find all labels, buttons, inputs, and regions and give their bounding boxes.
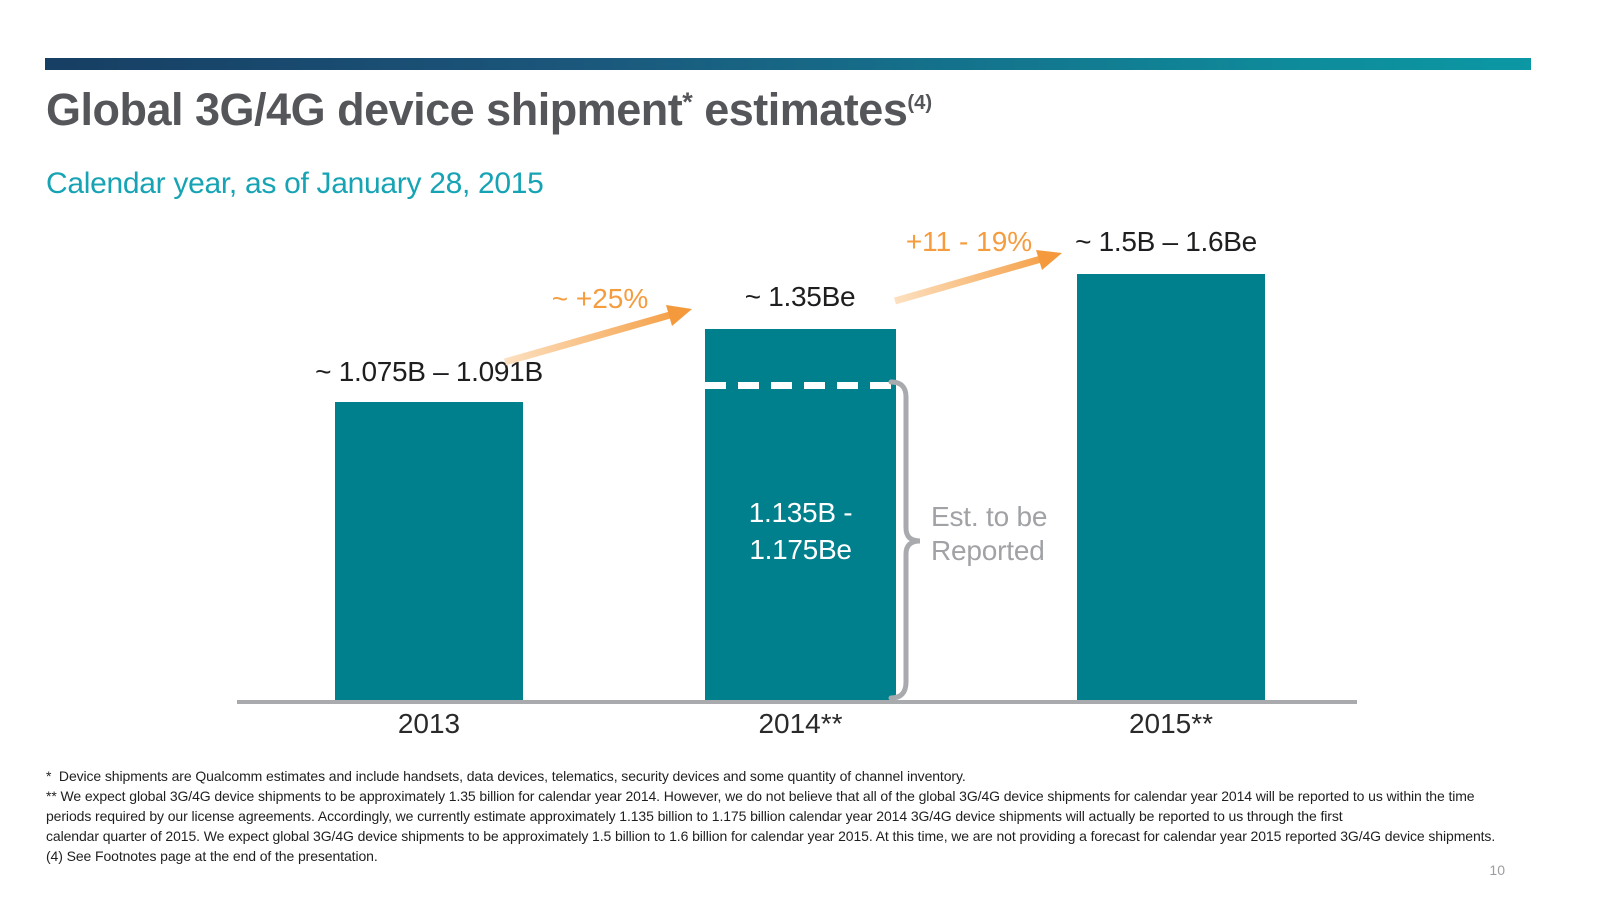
- footnote-line: ** We expect global 3G/4G device shipmen…: [46, 788, 1475, 804]
- bar-2014: [705, 329, 896, 700]
- growth-label-2013-2014: ~ +25%: [551, 283, 649, 314]
- dashed-divider: [705, 382, 896, 389]
- footnote-line: periods required by our license agreemen…: [46, 808, 1343, 824]
- bar-2013: [335, 402, 523, 700]
- header-gradient-rule: [45, 58, 1531, 70]
- footnote-line: (4) See Footnotes page at the end of the…: [46, 848, 378, 864]
- note-line-2: Reported: [931, 535, 1045, 566]
- value-label-2014: ~ 1.35Be: [744, 281, 856, 312]
- value-label-2013: ~ 1.075B – 1.091B: [315, 356, 543, 387]
- bar-2015: [1077, 274, 1265, 700]
- footnotes-block: * Device shipments are Qualcomm estimate…: [46, 766, 1495, 866]
- x-axis-baseline: [237, 700, 1357, 704]
- title-text-2: estimates: [692, 84, 908, 135]
- page-number: 10: [1489, 862, 1505, 878]
- value-label-2015: ~ 1.5B – 1.6Be: [1075, 226, 1257, 257]
- title-text-1: Global 3G/4G device shipment: [46, 84, 683, 135]
- category-label-2013: 2013: [397, 708, 461, 739]
- category-label-2015: 2015**: [1128, 708, 1214, 739]
- footnote-line: calendar quarter of 2015. We expect glob…: [46, 828, 1496, 844]
- reported-range-label: 1.135B - 1.175Be: [705, 494, 896, 568]
- slide-subtitle: Calendar year, as of January 28, 2015: [46, 167, 544, 200]
- title-footnote-ref: (4): [907, 92, 933, 114]
- page-title: Global 3G/4G device shipment* estimates(…: [46, 84, 932, 136]
- note-line-1: Est. to be: [931, 501, 1048, 532]
- growth-label-2014-2015: +11 - 19%: [905, 226, 1033, 257]
- footnote-line: * Device shipments are Qualcomm estimate…: [46, 768, 966, 784]
- title-asterisk: *: [682, 87, 693, 117]
- est-to-be-reported-note: Est. to be Reported: [931, 500, 1047, 568]
- reported-range-line-2: 1.175Be: [749, 534, 852, 565]
- category-label-2014: 2014**: [758, 708, 843, 739]
- reported-range-line-1: 1.135B -: [748, 497, 853, 528]
